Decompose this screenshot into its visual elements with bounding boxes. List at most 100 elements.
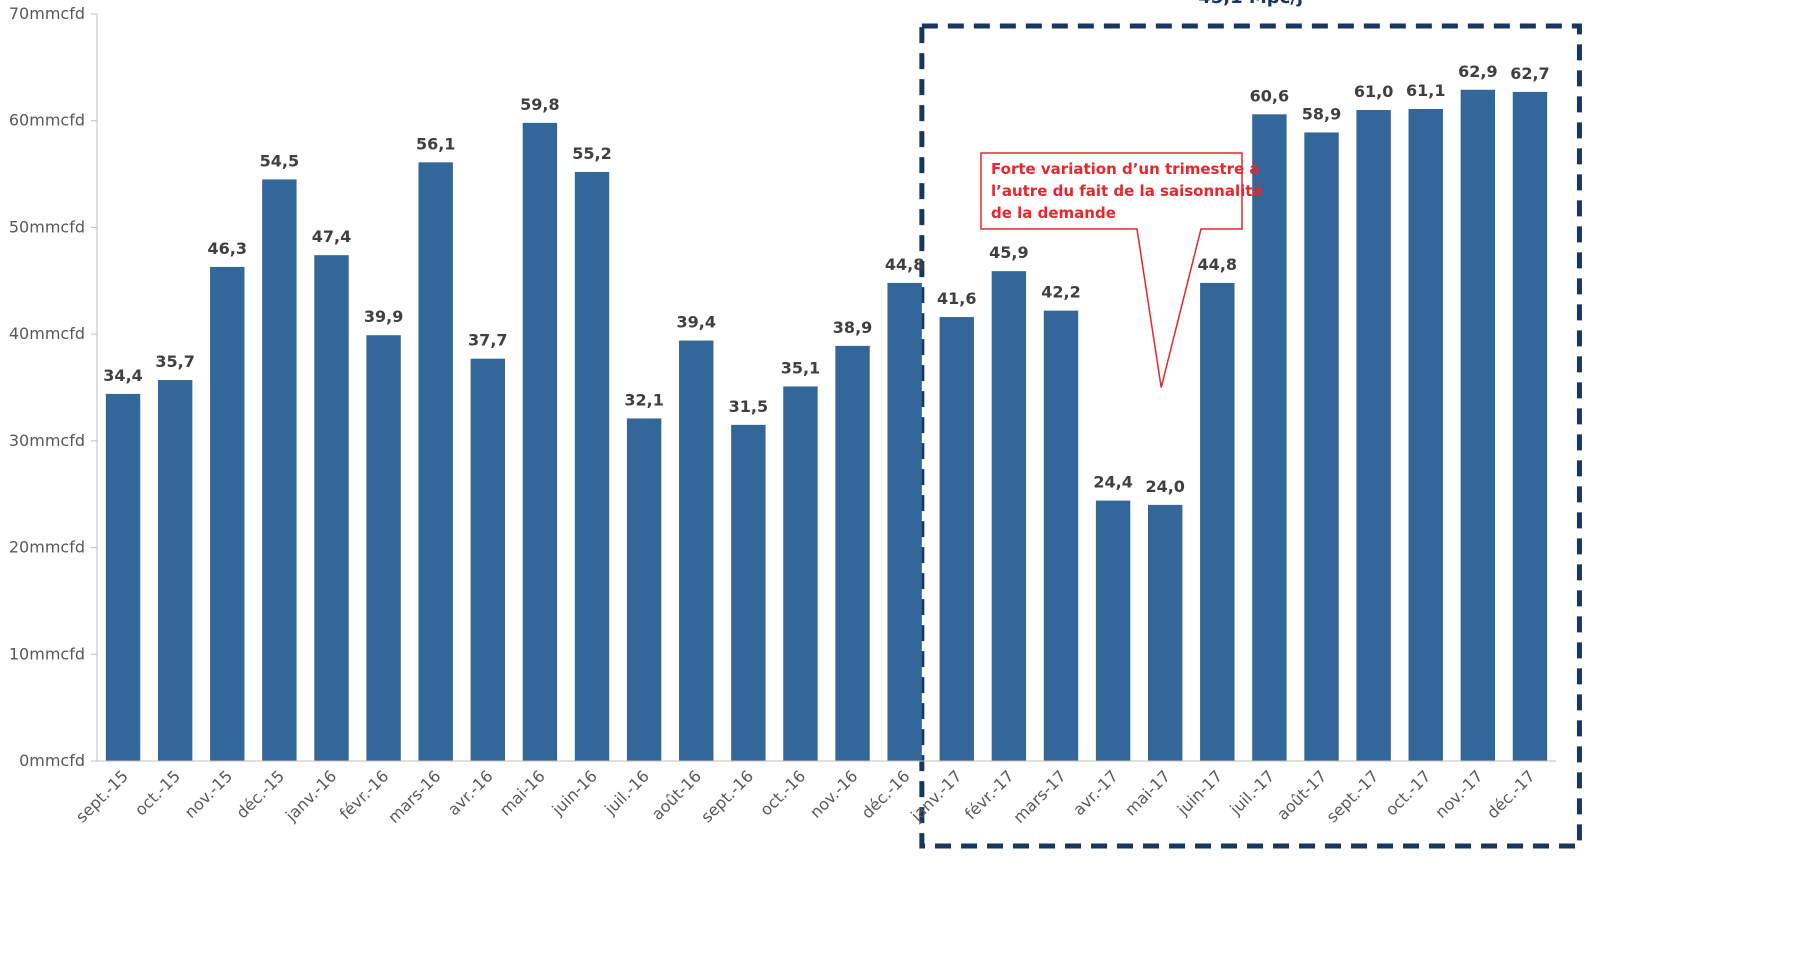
data-label: 60,6 [1250, 86, 1289, 105]
x-tick-label: sept.-17 [1322, 766, 1382, 826]
bar [418, 162, 453, 761]
x-tick-label: nov.-16 [806, 766, 861, 821]
callout-text-line: de la demande [991, 204, 1116, 222]
bar [366, 335, 401, 761]
bar [470, 358, 505, 761]
x-tick-label: déc.-15 [232, 766, 288, 822]
data-label: 44,8 [1198, 255, 1237, 274]
bar [626, 418, 662, 761]
highlight-label: 45,1 Mpc/j [1198, 0, 1303, 8]
x-tick-label: oct.-16 [756, 766, 809, 819]
x-tick-label: févr.-17 [961, 766, 1018, 823]
x-tick-label: janv.-16 [281, 766, 340, 825]
bar [105, 393, 141, 761]
data-label: 31,5 [729, 397, 768, 416]
x-tick-label: nov.-15 [181, 766, 236, 821]
data-label: 46,3 [208, 239, 247, 258]
data-label: 42,2 [1041, 283, 1080, 302]
data-label: 62,9 [1458, 62, 1497, 81]
bar [1200, 282, 1235, 761]
data-label: 39,9 [364, 307, 403, 326]
data-label: 59,8 [520, 95, 559, 114]
x-tick-label: juin-17 [1173, 766, 1226, 819]
bar [262, 179, 297, 761]
data-label: 44,8 [885, 255, 924, 274]
y-tick-label: 40mmcfd [9, 324, 85, 343]
callout-shape [980, 152, 1243, 388]
x-axis: sept.-15 oct.-15nov.-15déc.-15janv.-16fév… [72, 760, 1556, 827]
data-label: 61,0 [1354, 82, 1393, 101]
y-tick-label: 60mmcfd [9, 111, 85, 130]
bar [887, 282, 922, 761]
bar [574, 171, 610, 762]
bar [522, 122, 558, 761]
bar [731, 424, 766, 761]
y-tick-label: 70mmcfd [9, 4, 85, 23]
x-tick-label: févr.-16 [336, 766, 393, 823]
y-tick-label: 20mmcfd [9, 538, 85, 557]
callout-text-line: l’autre du fait de la saisonnalité [991, 182, 1263, 200]
annotation-callout: Forte variation d’un trimestre à l’autre … [980, 152, 1263, 388]
data-label: 39,4 [676, 313, 715, 332]
data-label: 34,4 [103, 366, 142, 385]
data-label: 61,1 [1406, 81, 1445, 100]
bar [1095, 500, 1131, 761]
y-tick-label: 30mmcfd [9, 431, 85, 450]
x-tick-label: juil.-17 [1225, 766, 1278, 819]
x-tick-label: août-17 [1273, 766, 1330, 823]
x-tick-label: janv.-17 [906, 766, 965, 825]
y-tick-label: 10mmcfd [9, 644, 85, 663]
data-label: 58,9 [1302, 104, 1341, 123]
x-tick-label: mai-17 [1121, 766, 1174, 819]
data-label: 62,7 [1510, 64, 1549, 83]
bar [210, 266, 245, 761]
bar [1148, 504, 1183, 761]
bar [1512, 91, 1548, 761]
x-tick-label: mai-16 [496, 766, 549, 819]
x-tick-label: sept.-16 [697, 766, 757, 826]
bar [783, 386, 818, 761]
x-tick-label: juin-16 [548, 766, 601, 819]
data-label: 24,0 [1145, 477, 1184, 496]
bar [991, 271, 1027, 761]
data-label: 56,1 [416, 134, 455, 153]
x-tick-label: déc.-16 [858, 766, 914, 822]
bar [1043, 310, 1079, 761]
x-tick-label: avr.-16 [444, 766, 497, 819]
x-tick-label: avr.-17 [1069, 766, 1122, 819]
data-label: 54,5 [260, 151, 299, 170]
data-label: 47,4 [312, 227, 351, 246]
y-tick-label: 0mmcfd [19, 751, 85, 770]
x-tick-label: déc.-17 [1483, 766, 1539, 822]
x-tick-label: août-16 [648, 766, 705, 823]
bar [1356, 110, 1391, 762]
data-label: 35,1 [781, 358, 820, 377]
bar [157, 380, 193, 761]
data-label: 32,1 [624, 390, 663, 409]
data-label: 24,4 [1093, 473, 1132, 492]
x-tick-label: mars-17 [1009, 766, 1069, 826]
data-labels: 34,4 35,7 46,3 54,5 47,4 39,9 56,1 37,7 59,8 55,2… [103, 62, 1549, 496]
bar [1408, 108, 1443, 762]
data-label: 35,7 [155, 352, 194, 371]
bar [1252, 114, 1287, 762]
x-tick-label: juil.-16 [600, 766, 653, 819]
y-tick-label: 50mmcfd [9, 217, 85, 236]
data-label: 45,9 [989, 243, 1028, 262]
highlight-box [919, 23, 1582, 849]
callout-text-line: Forte variation d’un trimestre à [991, 160, 1260, 178]
data-label: 37,7 [468, 331, 507, 350]
bar [1460, 89, 1496, 761]
bar [679, 340, 714, 761]
data-label: 55,2 [572, 144, 611, 163]
bar [1304, 132, 1339, 761]
bar [314, 255, 349, 761]
x-tick-label: oct.-15 [131, 766, 184, 819]
x-tick-label: mars-16 [384, 766, 444, 826]
x-tick-label: oct.-17 [1381, 766, 1434, 819]
x-tick-label: sept.-15 [72, 766, 132, 826]
highlight-region: 45,1 Mpc/j [919, 0, 1582, 849]
bars [105, 89, 1548, 762]
data-label: 38,9 [833, 318, 872, 337]
